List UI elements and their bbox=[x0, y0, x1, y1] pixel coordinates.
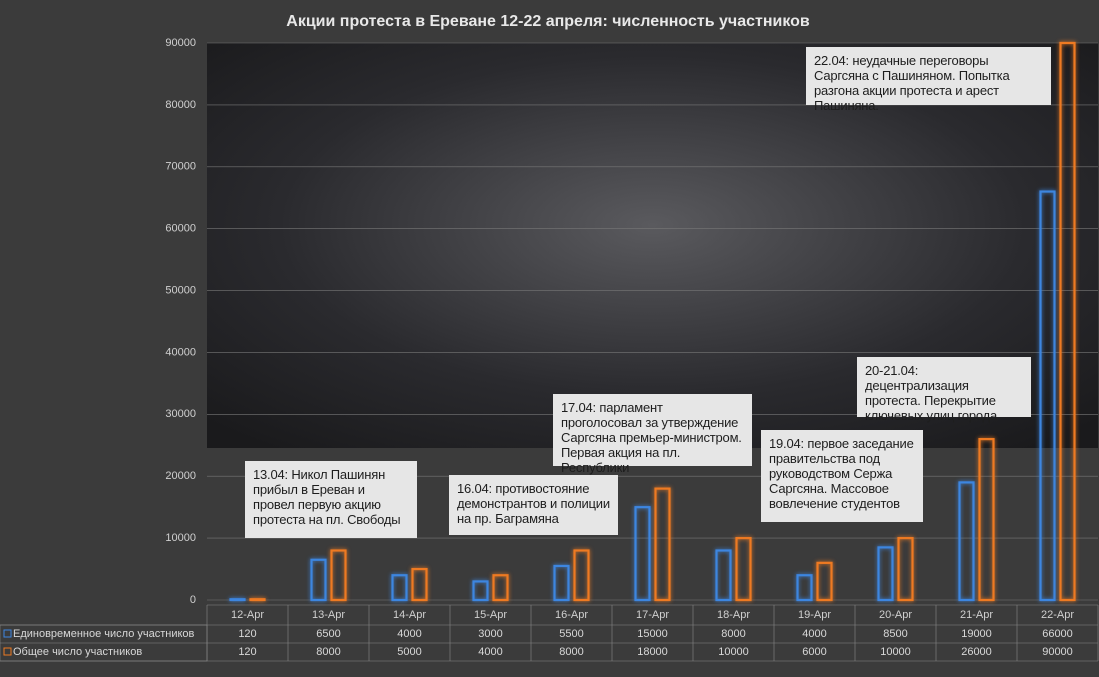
legend-label: Единовременное число участников bbox=[13, 628, 195, 640]
annotation: 16.04: противостояние демонстрантов и по… bbox=[449, 475, 618, 535]
table-value: 26000 bbox=[961, 646, 992, 658]
bar bbox=[877, 546, 894, 602]
x-tick-label: 21-Apr bbox=[960, 609, 993, 621]
bar bbox=[735, 537, 752, 602]
table-value: 8500 bbox=[883, 628, 907, 640]
x-tick-label: 13-Apr bbox=[312, 609, 345, 621]
bar bbox=[472, 580, 489, 602]
bar bbox=[1059, 41, 1076, 602]
legend-swatch bbox=[3, 647, 12, 656]
bar bbox=[715, 549, 732, 602]
y-tick-label: 70000 bbox=[165, 161, 196, 173]
annotation: 19.04: первое заседание правительства по… bbox=[761, 430, 923, 522]
table-value: 3000 bbox=[478, 628, 502, 640]
y-tick-label: 30000 bbox=[165, 408, 196, 420]
table-value: 8000 bbox=[316, 646, 340, 658]
table-value: 5000 bbox=[397, 646, 421, 658]
bar bbox=[816, 561, 833, 602]
table-value: 6500 bbox=[316, 628, 340, 640]
bar bbox=[958, 481, 975, 602]
y-tick-label: 80000 bbox=[165, 99, 196, 111]
bar bbox=[978, 437, 995, 602]
table-value: 90000 bbox=[1042, 646, 1073, 658]
annotation: 13.04: Никол Пашинян прибыл в Ереван и п… bbox=[245, 461, 417, 538]
bar bbox=[654, 487, 671, 602]
table-value: 10000 bbox=[880, 646, 911, 658]
table-value: 19000 bbox=[961, 628, 992, 640]
bar bbox=[634, 506, 651, 602]
table-value: 18000 bbox=[637, 646, 668, 658]
annotation: 20-21.04: децентрализация протеста. Пере… bbox=[857, 357, 1031, 423]
y-tick-label: 10000 bbox=[165, 532, 196, 544]
table-value: 15000 bbox=[637, 628, 668, 640]
bar bbox=[796, 574, 813, 602]
y-tick-label: 0 bbox=[190, 594, 196, 606]
table-value: 4000 bbox=[802, 628, 826, 640]
table-value: 10000 bbox=[718, 646, 749, 658]
table-value: 6000 bbox=[802, 646, 826, 658]
table-value: 8000 bbox=[721, 628, 745, 640]
bar bbox=[553, 564, 570, 602]
table-value: 4000 bbox=[397, 628, 421, 640]
table-value: 120 bbox=[238, 646, 256, 658]
x-tick-label: 16-Apr bbox=[555, 609, 588, 621]
legend-swatch bbox=[3, 629, 12, 638]
x-tick-label: 19-Apr bbox=[798, 609, 831, 621]
y-tick-label: 90000 bbox=[165, 37, 196, 49]
x-tick-label: 12-Apr bbox=[231, 609, 264, 621]
x-tick-label: 14-Apr bbox=[393, 609, 426, 621]
table-value: 66000 bbox=[1042, 628, 1073, 640]
bar bbox=[391, 574, 408, 602]
bar bbox=[330, 549, 347, 602]
bar bbox=[229, 598, 246, 602]
bar bbox=[249, 598, 266, 602]
x-tick-label: 17-Apr bbox=[636, 609, 669, 621]
annotation: 22.04: неудачные переговоры Саргсяна с П… bbox=[806, 47, 1051, 113]
y-tick-label: 20000 bbox=[165, 470, 196, 482]
table-value: 4000 bbox=[478, 646, 502, 658]
table-value: 120 bbox=[238, 628, 256, 640]
x-tick-label: 20-Apr bbox=[879, 609, 912, 621]
y-tick-label: 50000 bbox=[165, 284, 196, 296]
y-tick-label: 40000 bbox=[165, 346, 196, 358]
chart-title: Акции протеста в Ереване 12-22 апреля: ч… bbox=[286, 13, 810, 30]
bar bbox=[411, 567, 428, 602]
bar bbox=[573, 549, 590, 602]
table-value: 5500 bbox=[559, 628, 583, 640]
table-value: 8000 bbox=[559, 646, 583, 658]
legend-label: Общее число участников bbox=[13, 646, 142, 658]
bar bbox=[492, 574, 509, 602]
x-tick-label: 15-Apr bbox=[474, 609, 507, 621]
bar bbox=[310, 558, 327, 602]
x-tick-label: 22-Apr bbox=[1041, 609, 1074, 621]
annotation: 17.04: парламент проголосовал за утвержд… bbox=[553, 394, 752, 475]
y-tick-label: 60000 bbox=[165, 223, 196, 235]
x-tick-label: 18-Apr bbox=[717, 609, 750, 621]
bar bbox=[1039, 190, 1056, 602]
bar bbox=[897, 537, 914, 602]
